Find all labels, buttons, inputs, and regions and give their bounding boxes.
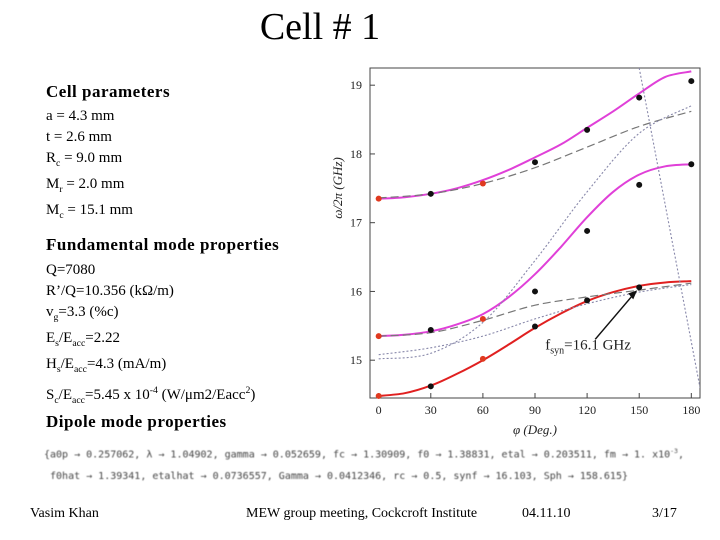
y-tick-label: 19 — [350, 78, 362, 92]
footer-event: MEW group meeting, Cockcroft Institute — [246, 506, 478, 521]
footer-page-number: 3/17 — [652, 506, 677, 521]
fsyn-annotation: fsyn=16.1 GHz — [545, 337, 631, 356]
series-line-1 — [378, 163, 692, 338]
data-point — [375, 333, 382, 340]
footer-date: 04.11.10 — [522, 506, 571, 521]
y-axis-label: ω/2π (GHz) — [330, 157, 345, 219]
data-point — [636, 94, 643, 101]
y-tick-label: 16 — [350, 284, 362, 298]
x-tick-label: 90 — [529, 403, 541, 417]
slide-title: Cell # 1 — [259, 6, 381, 48]
dipole-line-2: f0hat → 1.39341, etalhat → 0.0736557, Ga… — [44, 471, 628, 483]
series-line-2 — [378, 280, 692, 397]
series-line-6 — [378, 284, 692, 356]
y-tick-label: 15 — [350, 353, 362, 367]
data-point — [427, 383, 434, 390]
dipole-parameters: {a0p → 0.257062, λ → 1.04902, gamma → 0.… — [44, 447, 684, 483]
data-point — [688, 78, 695, 85]
series-line-0 — [378, 70, 692, 200]
x-tick-label: 120 — [578, 403, 596, 417]
data-point — [688, 161, 695, 168]
data-point — [532, 288, 538, 295]
data-point — [532, 159, 538, 166]
data-point — [479, 180, 486, 187]
series-line-5 — [378, 105, 692, 360]
data-point — [479, 315, 486, 322]
plot-frame — [369, 67, 701, 399]
x-axis-label: φ (Deg.) — [513, 422, 557, 437]
data-point — [532, 323, 538, 330]
x-tick-label: 180 — [682, 403, 700, 417]
param-t: t = 2.6 mm — [46, 129, 112, 145]
param-mr: Mr = 2.0 mm — [46, 176, 125, 195]
series-line-7 — [638, 68, 700, 388]
x-tick-label: 0 — [376, 403, 382, 417]
data-point — [584, 297, 591, 304]
data-point — [636, 284, 643, 291]
dipole-line-1: {a0p → 0.257062, λ → 1.04902, gamma → 0.… — [44, 449, 671, 461]
fund-sc: Sc/Eacc=5.45 x 10-4 (W/μm2/Eacc2) — [46, 385, 256, 406]
data-point — [375, 392, 382, 399]
fund-q: Q=7080 — [46, 262, 96, 278]
data-point — [584, 126, 591, 133]
dipole-mode-heading: Dipole mode properties — [46, 412, 227, 431]
fund-rq: R’/Q=10.356 (kΩ/m) — [46, 283, 174, 299]
y-tick-label: 17 — [350, 216, 362, 230]
x-tick-label: 30 — [425, 403, 437, 417]
dispersion-chart: 15 16 17 18 19 0 30 60 90 120 150 180 φ (Deg.) ω/2π (… — [330, 67, 701, 437]
fund-es: Es/Eacc=2.22 — [46, 330, 121, 349]
data-point — [427, 326, 434, 333]
fundamental-mode-heading: Fundamental mode properties — [46, 235, 280, 254]
param-a: a = 4.3 mm — [46, 108, 115, 124]
data-point — [479, 355, 486, 362]
y-tick-label: 18 — [350, 147, 362, 161]
x-tick-label: 150 — [630, 403, 648, 417]
data-point — [375, 195, 382, 202]
data-point — [636, 181, 643, 188]
annotation-arrow-line — [594, 291, 636, 340]
series-line-3 — [378, 110, 692, 199]
data-point — [584, 227, 591, 234]
data-point — [427, 190, 434, 197]
cell-parameters-heading: Cell parameters — [46, 82, 171, 101]
cell-parameters-list: a = 4.3 mm t = 2.6 mm Rc = 9.0 mm Mr = 2… — [46, 106, 133, 226]
fund-vg: vg=3.3 (%c) — [46, 304, 119, 323]
fundamental-mode-list: Q=7080 R’/Q=10.356 (kΩ/m) vg=3.3 (%c) Es… — [46, 260, 255, 411]
param-rc: Rc = 9.0 mm — [46, 150, 123, 169]
footer-author: Vasim Khan — [30, 506, 99, 521]
x-tick-label: 60 — [477, 403, 489, 417]
annotation-arrowhead — [628, 290, 638, 300]
fund-hs: Hs/Eacc=4.3 (mA/m) — [46, 356, 167, 375]
param-mc: Mc = 15.1 mm — [46, 202, 133, 221]
